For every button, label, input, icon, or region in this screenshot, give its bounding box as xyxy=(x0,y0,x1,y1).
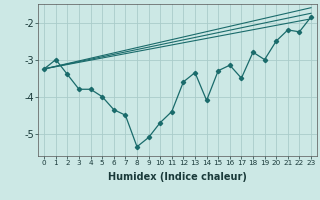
X-axis label: Humidex (Indice chaleur): Humidex (Indice chaleur) xyxy=(108,172,247,182)
